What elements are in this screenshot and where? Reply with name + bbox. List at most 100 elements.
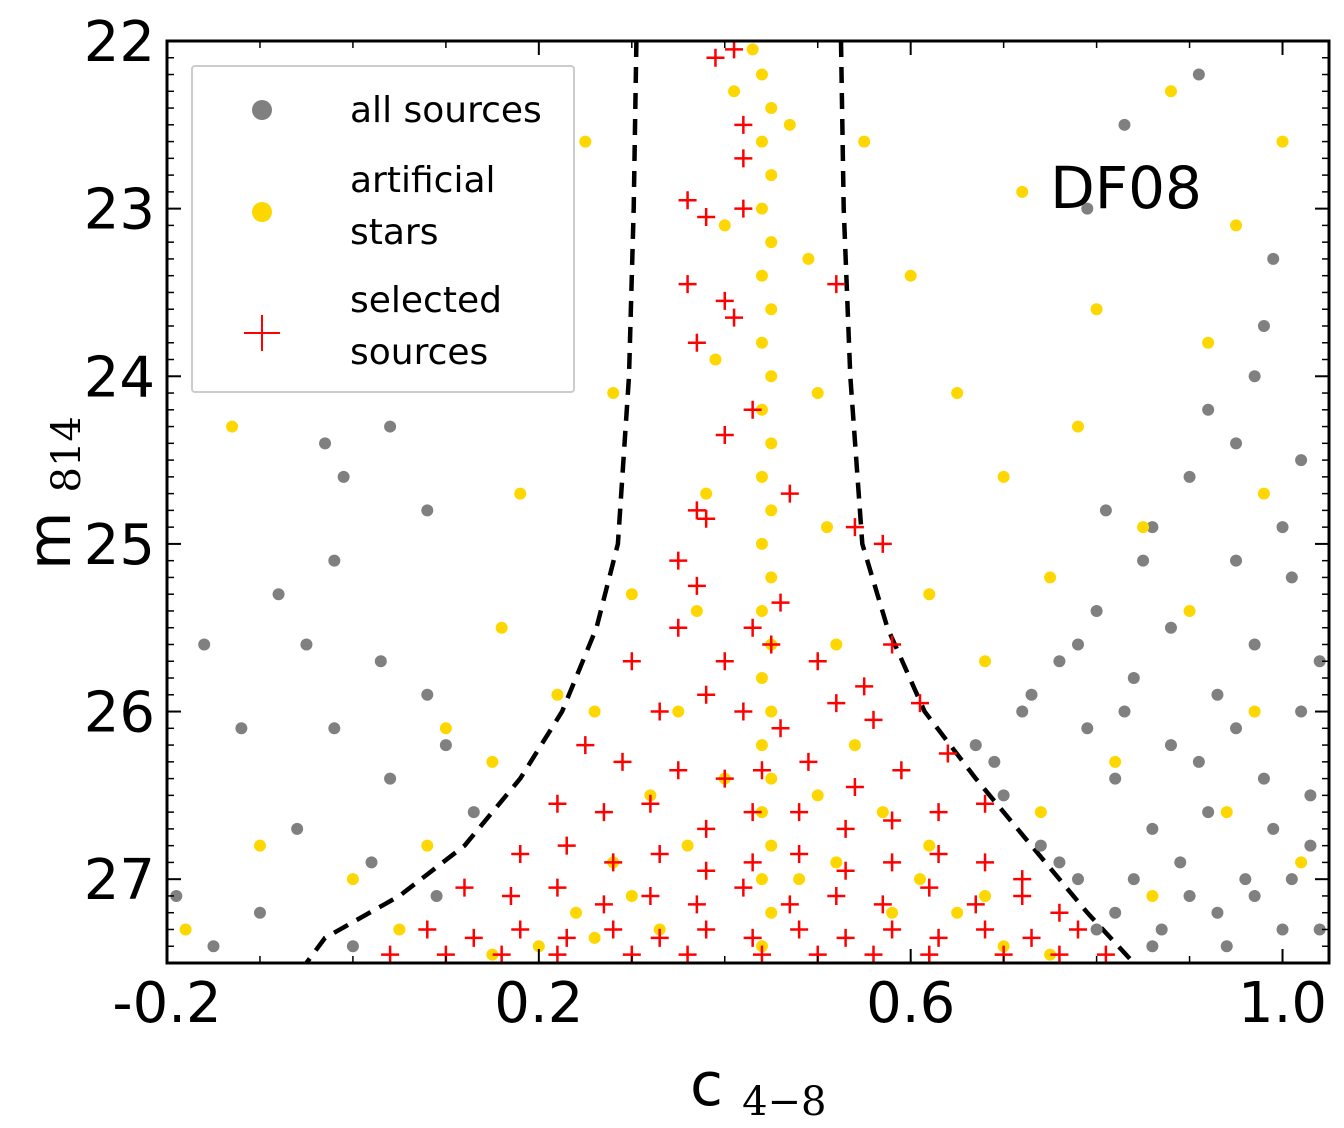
point-0-36 <box>1053 655 1066 668</box>
point-2-37 <box>576 736 595 755</box>
point-1-72 <box>1202 336 1215 349</box>
boundary-curve-right <box>838 41 1136 963</box>
y-tick-label-0: 22 <box>84 10 155 75</box>
point-2-14 <box>687 501 706 520</box>
point-2-72 <box>641 886 660 905</box>
y-tick-label-4: 26 <box>84 681 155 746</box>
point-1-69 <box>997 470 1010 483</box>
point-1-7 <box>755 269 768 282</box>
point-0-11 <box>272 588 285 601</box>
point-2-21 <box>771 593 790 612</box>
point-2-109 <box>1096 945 1115 963</box>
point-0-2 <box>1081 202 1094 215</box>
point-1-80 <box>1295 856 1308 869</box>
point-1-29 <box>783 118 796 131</box>
point-0-29 <box>969 739 982 752</box>
point-2-9 <box>687 333 706 352</box>
point-0-54 <box>1285 571 1298 584</box>
point-2-99 <box>492 945 511 963</box>
point-0-24 <box>170 889 183 902</box>
x-axis-label: c 4−8 <box>690 1050 827 1125</box>
point-1-0 <box>746 43 759 56</box>
x-axis-label-main: c <box>690 1050 723 1120</box>
point-2-22 <box>743 618 762 637</box>
legend-label-artificial-stars: artificial stars <box>350 160 507 253</box>
point-0-20 <box>235 722 248 735</box>
point-0-68 <box>1313 923 1326 936</box>
point-0-5 <box>1230 437 1243 450</box>
point-0-15 <box>300 638 313 651</box>
point-2-16 <box>669 551 688 570</box>
y-tick-label-2: 24 <box>84 345 155 410</box>
point-0-7 <box>319 437 332 450</box>
axis-ticks: -0.2 0.2 0.6 1.0 22 23 24 25 26 27 <box>84 10 1329 1036</box>
point-2-56 <box>511 845 530 864</box>
point-1-30 <box>718 219 731 232</box>
point-0-77 <box>1072 638 1085 651</box>
point-1-45 <box>951 906 964 919</box>
legend-marker-all-sources <box>252 100 272 120</box>
point-1-24 <box>765 839 778 852</box>
point-2-46 <box>548 794 567 813</box>
point-2-76 <box>827 886 846 905</box>
point-1-25 <box>755 873 768 886</box>
point-2-106 <box>920 945 939 963</box>
point-1-70 <box>1072 420 1085 433</box>
point-1-82 <box>1146 889 1159 902</box>
point-1-38 <box>672 705 685 718</box>
point-1-44 <box>570 906 583 919</box>
point-2-88 <box>697 920 716 939</box>
point-1-33 <box>811 387 824 400</box>
legend-label-artificial-stars-line1: artificial <box>350 160 496 201</box>
point-1-75 <box>979 655 992 668</box>
point-1-14 <box>765 504 778 517</box>
point-0-41 <box>1239 873 1252 886</box>
point-0-72 <box>1267 822 1280 835</box>
point-1-101 <box>588 705 601 718</box>
point-1-78 <box>1183 604 1196 617</box>
point-1-41 <box>876 806 889 819</box>
point-0-63 <box>1127 873 1140 886</box>
point-2-97 <box>381 945 400 963</box>
point-2-58 <box>604 853 623 872</box>
point-1-61 <box>858 135 871 148</box>
point-2-69 <box>501 886 520 905</box>
svg-text:m 814: m 814 <box>15 416 90 570</box>
point-1-84 <box>579 135 592 148</box>
point-0-0 <box>1192 68 1205 81</box>
point-1-31 <box>802 252 815 265</box>
point-2-0 <box>725 41 744 59</box>
point-1-93 <box>253 839 266 852</box>
point-2-43 <box>845 777 864 796</box>
point-0-46 <box>1257 772 1270 785</box>
point-2-8 <box>715 291 734 310</box>
point-0-27 <box>198 638 211 651</box>
point-0-4 <box>1257 319 1270 332</box>
point-2-10 <box>725 308 744 327</box>
point-0-80 <box>1248 370 1261 383</box>
point-1-9 <box>755 336 768 349</box>
point-0-35 <box>1016 705 1029 718</box>
point-1-50 <box>625 889 638 902</box>
point-0-9 <box>337 470 350 483</box>
point-1-32 <box>709 353 722 366</box>
point-2-26 <box>808 652 827 671</box>
point-0-31 <box>1034 839 1047 852</box>
point-2-20 <box>687 576 706 595</box>
point-1-68 <box>1276 135 1289 148</box>
point-0-71 <box>1230 722 1243 735</box>
point-1-97 <box>495 621 508 634</box>
point-0-59 <box>1230 554 1243 567</box>
point-2-64 <box>883 853 902 872</box>
point-0-56 <box>1137 554 1150 567</box>
point-0-50 <box>1081 722 1094 735</box>
point-2-85 <box>557 928 576 947</box>
point-2-84 <box>511 920 530 939</box>
point-1-77 <box>1109 755 1122 768</box>
point-2-12 <box>743 400 762 419</box>
point-2-70 <box>548 878 567 897</box>
point-2-3 <box>734 149 753 168</box>
point-2-74 <box>734 878 753 897</box>
point-2-73 <box>687 895 706 914</box>
point-1-8 <box>765 303 778 316</box>
